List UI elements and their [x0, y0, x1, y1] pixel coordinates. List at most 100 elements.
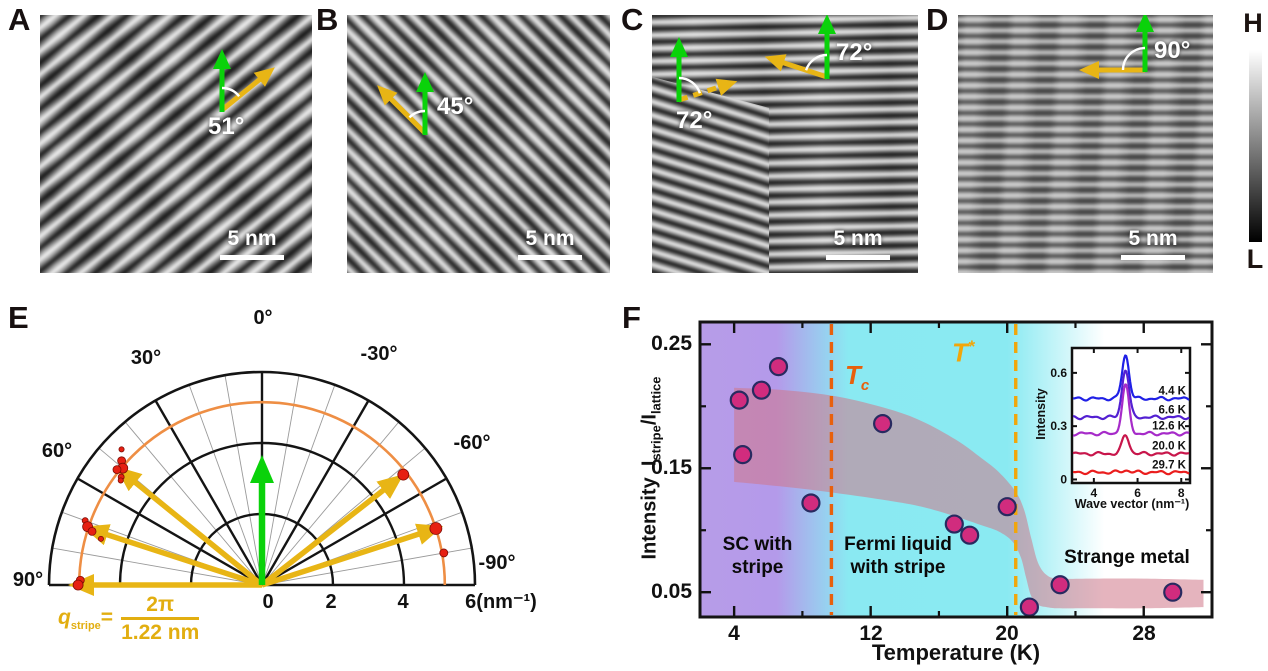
- f-ytick-015: 0.15: [651, 456, 692, 479]
- f-ytick-005: 0.05: [651, 580, 692, 603]
- f-xtick-4: 4: [728, 622, 740, 645]
- panel-d-label: D: [926, 2, 949, 37]
- stripe-angle-label: 51°: [208, 113, 245, 140]
- stripe-direction-arrow: [377, 85, 427, 135]
- region-label-strange-metal: Strange metal: [1064, 547, 1190, 568]
- f-x-axis-label: Temperature (K): [871, 640, 1041, 665]
- scale-bar: [518, 255, 582, 260]
- f-ytick-025: 0.25: [651, 332, 692, 355]
- scale-bar-label: 5 nm: [1128, 227, 1178, 250]
- stripe-angle-label: 45°: [437, 93, 474, 120]
- q-symbol: q: [58, 606, 71, 629]
- colorbar: [1249, 50, 1262, 242]
- stripe-angle-label-right: 72°: [836, 39, 873, 66]
- svg-text:8: 8: [1178, 486, 1185, 500]
- polar-angle-label-90: 90°: [12, 569, 44, 591]
- f-xtick-20: 20: [995, 622, 1019, 645]
- tstar-T: T: [952, 337, 968, 368]
- fraction: 2π 1.22 nm: [121, 592, 200, 646]
- polar-angle-label-m60: -60°: [453, 432, 491, 454]
- panel-f-plot: 4.4 K 6.6 K 12.6 K 20.0 K 29.7 K 4 6 8 0 0.3 0.6: [698, 320, 1214, 619]
- scale-bar: [826, 255, 890, 260]
- panel-a-label: A: [8, 2, 31, 37]
- fraction-numerator: 2π: [121, 592, 200, 621]
- svg-text:0: 0: [1060, 472, 1067, 486]
- tstar-label: T*: [952, 337, 975, 369]
- tc-label: Tc: [845, 360, 869, 394]
- radial-tick-0: 0: [262, 591, 274, 613]
- region-sc-line2: stripe: [731, 557, 784, 578]
- panel-e-label: E: [8, 300, 29, 335]
- tc-T: T: [845, 360, 861, 390]
- svg-text:4: 4: [1091, 486, 1098, 500]
- ylabel-I2: I: [638, 414, 661, 420]
- panel-a-annotations: [213, 49, 275, 112]
- fraction-denominator: 1.22 nm: [121, 621, 200, 645]
- panel-a-image: 51° 5 nm: [40, 15, 312, 273]
- inset-y-axis-label: Intensity: [1034, 388, 1048, 440]
- svg-text:20.0 K: 20.0 K: [1152, 441, 1187, 453]
- contrast-veil: [958, 15, 1213, 273]
- polar-angle-label-0: 0°: [253, 307, 273, 329]
- radial-tick-2: 2: [325, 591, 337, 613]
- scale-bar-label: 5 nm: [833, 227, 883, 250]
- svg-text:4.4 K: 4.4 K: [1159, 386, 1187, 398]
- scale-bar: [220, 255, 284, 260]
- panel-d-image: 90° 5 nm: [958, 15, 1213, 273]
- angle-arc: [221, 86, 241, 98]
- scale-bar-label: 5 nm: [525, 227, 575, 250]
- polar-angle-label-60: 60°: [41, 440, 73, 462]
- polar-angle-label-m90: -90°: [478, 552, 516, 574]
- inset-x-axis-label: Wave vector (nm⁻¹): [1074, 497, 1190, 511]
- panel-b-annotations: [377, 72, 434, 135]
- ylabel-prefix: Intensity: [638, 477, 661, 560]
- panel-f-label: F: [622, 300, 641, 335]
- panel-c-annotations: [670, 15, 836, 103]
- panel-b-image: 45° 5 nm: [347, 15, 610, 273]
- stripe-angle-label-left: 72°: [676, 107, 713, 134]
- polar-angle-label-30: 30°: [130, 347, 162, 369]
- scale-bar-label: 5 nm: [227, 227, 277, 250]
- f-xtick-12: 12: [859, 622, 883, 645]
- angle-arc: [408, 109, 426, 119]
- svg-text:6.6 K: 6.6 K: [1159, 404, 1187, 416]
- q-stripe-symbol: qstripe=: [58, 606, 113, 632]
- panel-c-image: 72° 72° 5 nm: [652, 15, 918, 273]
- tstar-sup: *: [967, 337, 975, 356]
- panel-e-polar-plot: [47, 370, 477, 596]
- angle-arc-right: [804, 53, 828, 71]
- ylabel-slash: /: [638, 419, 661, 426]
- svg-text:12.6 K: 12.6 K: [1152, 421, 1187, 433]
- svg-text:0.6: 0.6: [1050, 366, 1067, 380]
- region-label-fermi: Fermi liquid with stripe: [808, 533, 988, 579]
- colorbar-high-label: H: [1243, 8, 1263, 38]
- panel-d-annotations: [1079, 15, 1154, 79]
- svg-text:29.7 K: 29.7 K: [1152, 459, 1187, 471]
- stripe-direction-arrow-left-dashed: [678, 78, 738, 103]
- radial-tick-4: 4: [397, 591, 409, 613]
- region-sc-line1: SC with: [722, 534, 793, 555]
- stripe-angle-label: 90°: [1154, 37, 1191, 64]
- panel-c-label: C: [621, 2, 644, 37]
- angle-arc-left: [678, 76, 702, 94]
- q-stripe-formula: qstripe= 2π 1.22 nm: [58, 592, 200, 646]
- f-xtick-28: 28: [1132, 622, 1156, 645]
- region-label-sc: SC with stripe: [690, 533, 825, 579]
- stripe-direction-arrow: [220, 67, 275, 112]
- tc-sub: c: [860, 377, 870, 395]
- angle-arc: [1121, 46, 1146, 71]
- svg-text:6: 6: [1134, 486, 1141, 500]
- polar-angle-label-m30: -30°: [360, 343, 398, 365]
- stripe-direction-arrow-right: [764, 54, 828, 80]
- ylabel-sub2: lattice: [648, 376, 664, 415]
- scale-bar: [1121, 255, 1185, 260]
- equals-sign: =: [100, 606, 114, 629]
- region-fermi-line1: Fermi liquid: [844, 534, 952, 555]
- colorbar-low-label: L: [1246, 244, 1264, 274]
- radial-tick-6: 6(nm⁻¹): [465, 591, 537, 613]
- region-fermi-line2: with stripe: [850, 557, 946, 578]
- q-subscript: stripe: [70, 620, 101, 633]
- svg-text:0.3: 0.3: [1050, 419, 1067, 433]
- panel-b-label: B: [316, 2, 339, 37]
